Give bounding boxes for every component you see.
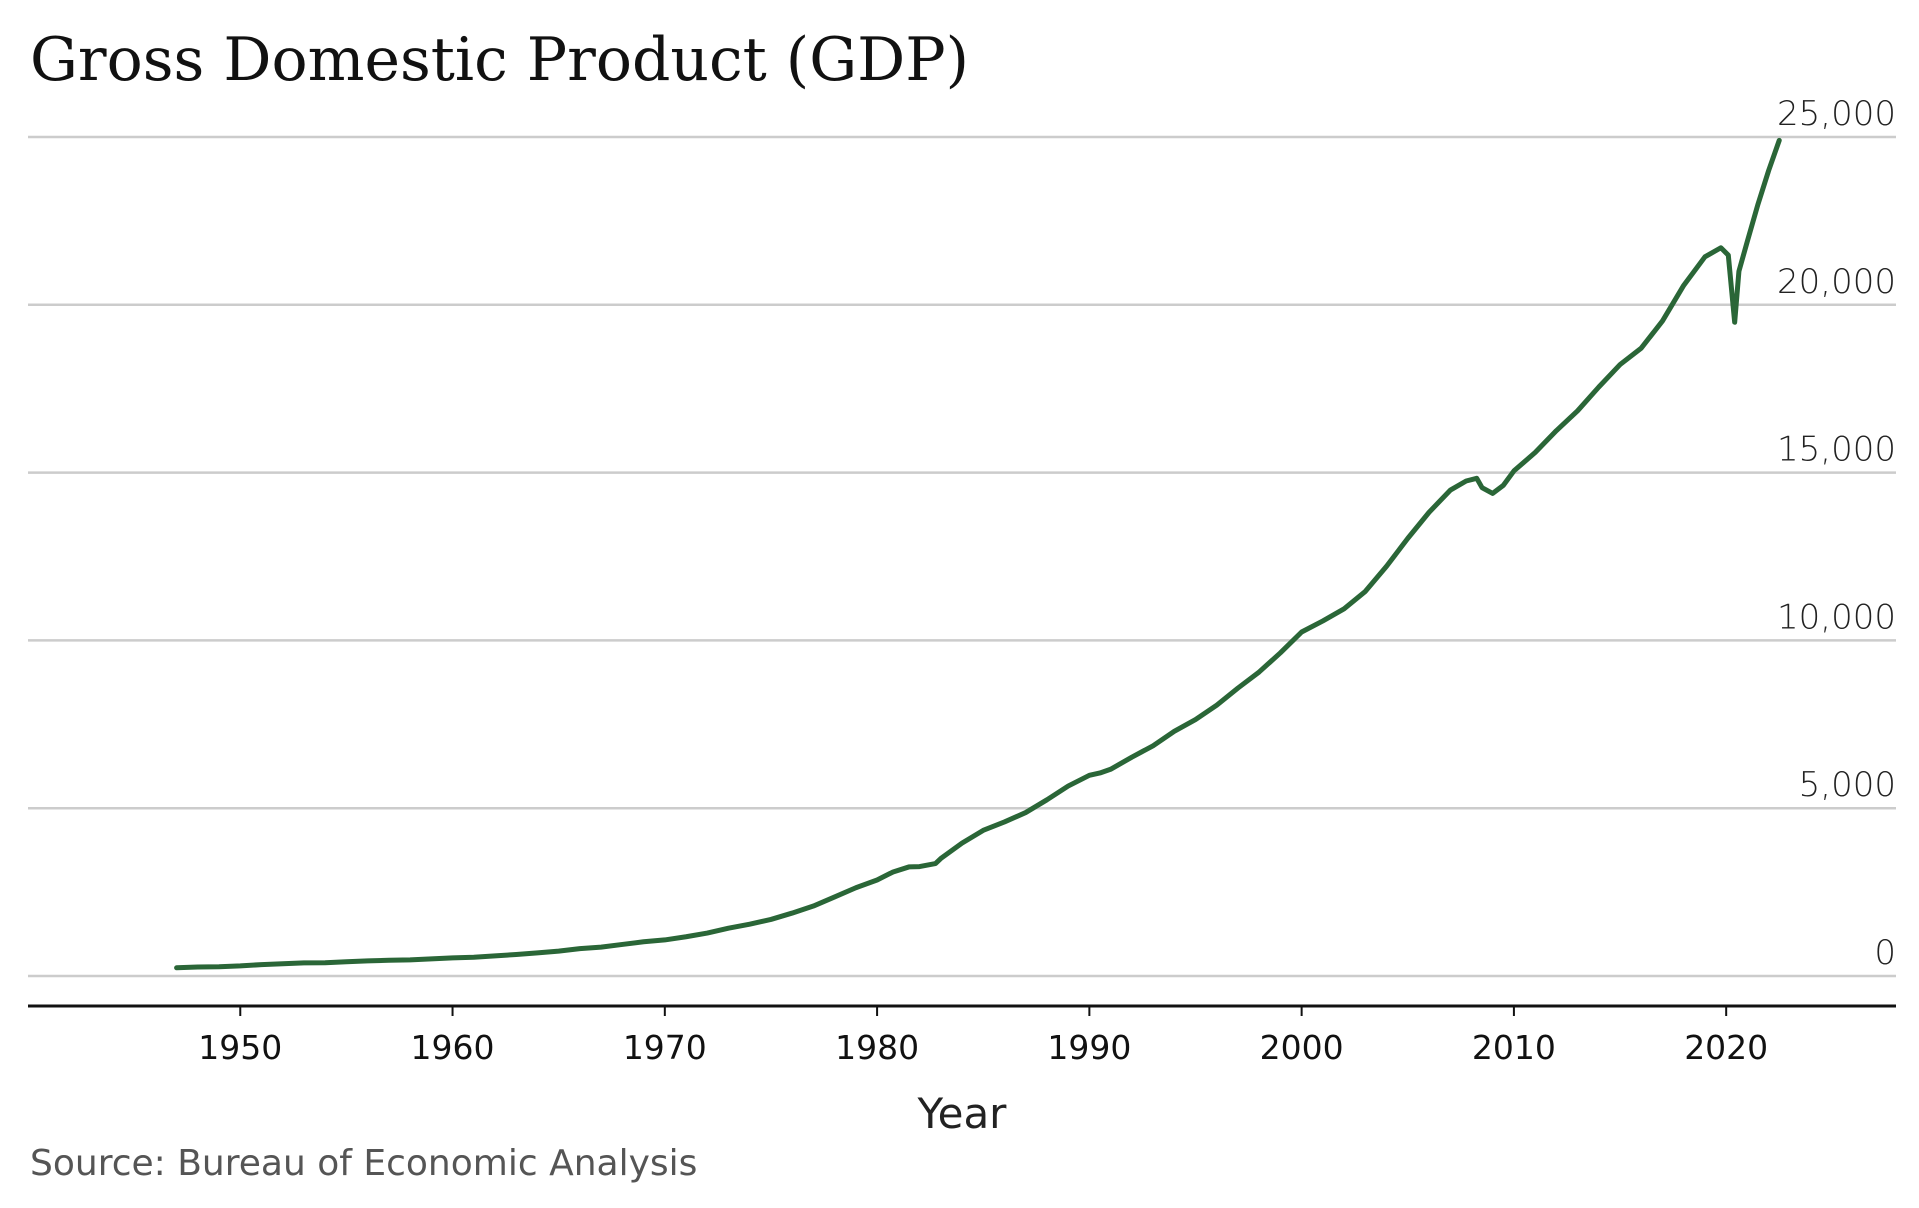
gdp-series-line [174, 137, 1782, 971]
x-ticks: 1950 1960 1970 1980 1990 2000 2010 2020 [198, 1006, 1768, 1067]
y-tick-label: 20,000 [1777, 262, 1896, 302]
x-tick-label: 1950 [198, 1028, 282, 1067]
y-tick-label: 0 [1874, 933, 1896, 973]
source-note: Source: Bureau of Economic Analysis [30, 1143, 697, 1184]
x-tick-label: 1990 [1047, 1028, 1131, 1067]
y-tick-label: 25,000 [1777, 94, 1896, 134]
y-tick-label: 10,000 [1777, 597, 1896, 637]
x-tick-label: 2000 [1260, 1028, 1344, 1067]
y-gridlines [28, 135, 1896, 978]
x-tick-label: 1970 [623, 1028, 707, 1067]
chart-title: Gross Domestic Product (GDP) [30, 25, 969, 95]
x-tick-label: 2020 [1684, 1028, 1768, 1067]
y-tick-labels: 0 5,000 10,000 15,000 20,000 25,000 [1777, 94, 1896, 973]
y-tick-label: 5,000 [1799, 765, 1896, 805]
y-tick-label: 15,000 [1777, 430, 1896, 470]
x-tick-label: 2010 [1472, 1028, 1556, 1067]
x-tick-label: 1980 [835, 1028, 919, 1067]
x-tick-label: 1960 [411, 1028, 495, 1067]
x-axis-label: Year [917, 1089, 1008, 1138]
